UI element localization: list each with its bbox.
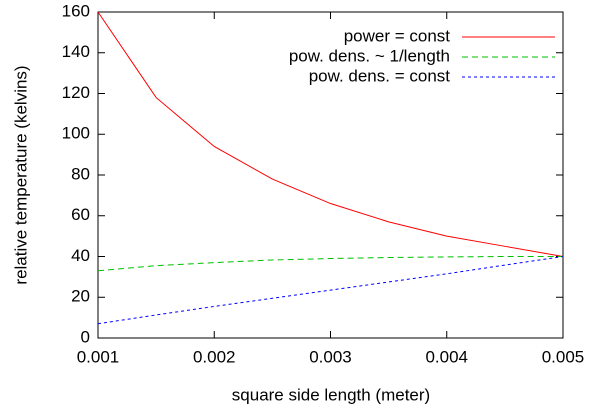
legend-label: pow. dens. = const [309, 66, 451, 85]
series-line [97, 256, 563, 272]
x-tick-label: 0.004 [425, 347, 468, 366]
y-tick-label: 0 [81, 327, 90, 346]
y-tick-label: 40 [71, 246, 90, 265]
x-tick-label: 0.003 [309, 347, 352, 366]
series-line [97, 256, 564, 325]
y-axis-label: relative temperature (kelvins) [11, 65, 30, 284]
y-tick-label: 160 [62, 1, 90, 20]
legend-label: pow. dens. ~ 1/length [289, 46, 450, 65]
series-line [97, 11, 564, 257]
legend-label: power = const [344, 26, 451, 45]
x-tick-label: 0.005 [542, 347, 585, 366]
y-tick-label: 60 [71, 205, 90, 224]
y-tick-label: 80 [71, 164, 90, 183]
x-tick-label: 0.002 [193, 347, 236, 366]
y-tick-label: 20 [71, 287, 90, 306]
x-axis-label: square side length (meter) [232, 385, 430, 404]
y-tick-label: 120 [62, 83, 90, 102]
y-tick-label: 100 [62, 124, 90, 143]
y-tick-label: 140 [62, 42, 90, 61]
x-tick-label: 0.001 [77, 347, 120, 366]
